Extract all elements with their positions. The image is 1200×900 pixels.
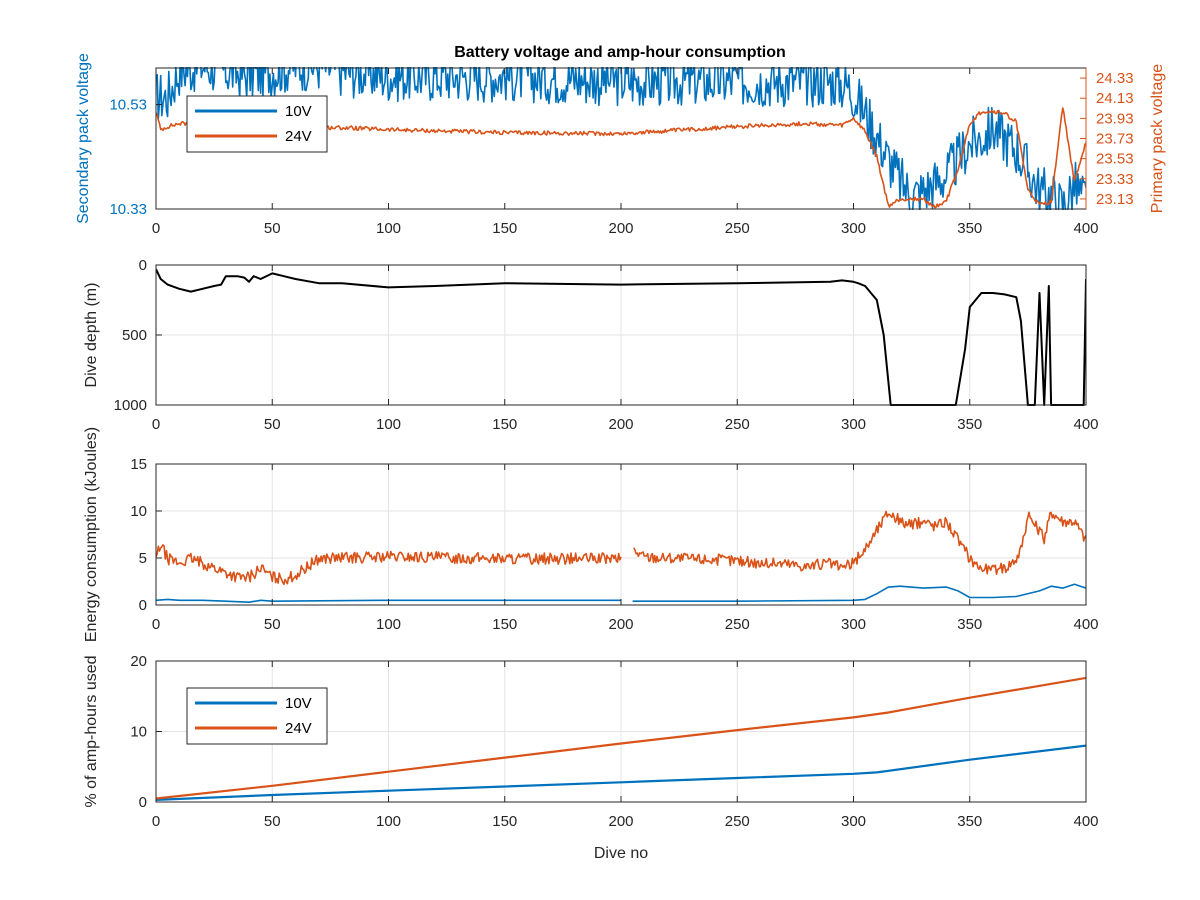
- y-tick-label: 5: [139, 550, 147, 567]
- x-tick-label: 0: [152, 416, 160, 433]
- y-tick-label: 0: [139, 257, 147, 274]
- x-tick-label: 300: [841, 220, 866, 237]
- x-tick-label: 350: [957, 813, 982, 830]
- x-tick-label: 150: [492, 813, 517, 830]
- x-tick-label: 300: [841, 616, 866, 633]
- y-tick-label: 0: [139, 794, 147, 811]
- y-tick-label: 20: [130, 653, 147, 670]
- x-tick-label: 400: [1073, 416, 1098, 433]
- x-tick-label: 100: [376, 220, 401, 237]
- y2-tick-label: 23.73: [1096, 131, 1134, 148]
- x-tick-label: 200: [608, 813, 633, 830]
- x-tick-label: 400: [1073, 220, 1098, 237]
- y2-tick-label: 23.13: [1096, 191, 1134, 208]
- legend-box: [186, 687, 328, 745]
- y-tick-label: 500: [122, 327, 147, 344]
- x-tick-label: 350: [957, 416, 982, 433]
- x-tick-label: 150: [492, 220, 517, 237]
- x-axis-label: Dive no: [594, 845, 648, 862]
- y2-tick-label: 23.33: [1096, 171, 1134, 188]
- panel-4: 0 50 100 150 200 250 300 350 400 0 10 20 % of amp-ho…: [83, 653, 1099, 862]
- x-tick-label: 250: [725, 416, 750, 433]
- figure-title: Battery voltage and amp-hour consumption: [454, 44, 786, 61]
- x-tick-label: 400: [1073, 616, 1098, 633]
- x-tick-label: 150: [492, 616, 517, 633]
- panel-3: 0 50 100 150 200 250 300 350 400 0 5 10 15 Energy con…: [83, 427, 1099, 642]
- series-line-24v: [156, 676, 1086, 800]
- series-line-10v: [156, 67, 1086, 210]
- series-group: [156, 676, 1086, 801]
- x-tick-label: 0: [152, 813, 160, 830]
- legend-label-10v: 10V: [285, 695, 312, 712]
- x-tick-label: 50: [264, 813, 281, 830]
- y-axis-label: % of amp-hours used: [83, 655, 100, 807]
- x-tick-label: 200: [608, 416, 633, 433]
- legend-label-10v: 10V: [285, 103, 312, 120]
- y2-tick-label: 24.33: [1096, 70, 1134, 87]
- series-line-24v: [156, 510, 1086, 586]
- x-tick-label: 0: [152, 220, 160, 237]
- y-tick-label: 10: [130, 724, 147, 741]
- x-tick-label: 50: [264, 416, 281, 433]
- y2-tick-label: 23.93: [1096, 110, 1134, 127]
- x-tick-label: 350: [957, 616, 982, 633]
- legend-label-24v: 24V: [285, 720, 312, 737]
- y2-tick-label: 24.13: [1096, 90, 1134, 107]
- x-tick-label: 250: [725, 616, 750, 633]
- legend-box: [186, 95, 328, 153]
- y-axis-label: Energy consumption (kJoules): [83, 427, 100, 642]
- x-tick-label: 0: [152, 616, 160, 633]
- y-tick-label: 0: [139, 597, 147, 614]
- series-group: [156, 510, 1086, 603]
- y-axis-label: Dive depth (m): [83, 283, 100, 388]
- x-tick-label: 250: [725, 220, 750, 237]
- y-tick-label: 10: [130, 503, 147, 520]
- y-tick-label: 10.33: [109, 201, 147, 218]
- x-tick-label: 100: [376, 616, 401, 633]
- y-tick-label: 10.53: [109, 97, 147, 114]
- series-line-10v: [156, 744, 1086, 801]
- x-tick-label: 400: [1073, 813, 1098, 830]
- y-axis-label: Secondary pack voltage: [75, 53, 92, 224]
- y-tick-label: 15: [130, 456, 147, 473]
- x-tick-label: 200: [608, 220, 633, 237]
- y2-tick-label: 23.53: [1096, 151, 1134, 168]
- panel-1: 0 50 100 150 200 250 300 350 400 10.33 10.53 23.13 2…: [75, 53, 1166, 237]
- panel-2: 0 50 100 150 200 250 300 350 400 0 500 1000 Dive dep…: [83, 257, 1099, 433]
- y2-axis-label: Primary pack voltage: [1149, 64, 1166, 213]
- x-tick-label: 100: [376, 813, 401, 830]
- series-line-10v: [156, 583, 1086, 603]
- x-tick-label: 250: [725, 813, 750, 830]
- legend-label-24v: 24V: [285, 128, 312, 145]
- x-tick-label: 50: [264, 616, 281, 633]
- x-tick-label: 150: [492, 416, 517, 433]
- x-tick-label: 200: [608, 616, 633, 633]
- plots-container: 0 50 100 150 200 250 300 350 40010.3310.5323.132…: [75, 53, 1166, 862]
- x-tick-label: 100: [376, 416, 401, 433]
- y-tick-label: 1000: [114, 397, 147, 414]
- x-tick-label: 350: [957, 220, 982, 237]
- x-tick-label: 300: [841, 813, 866, 830]
- x-tick-label: 50: [264, 220, 281, 237]
- x-tick-label: 300: [841, 416, 866, 433]
